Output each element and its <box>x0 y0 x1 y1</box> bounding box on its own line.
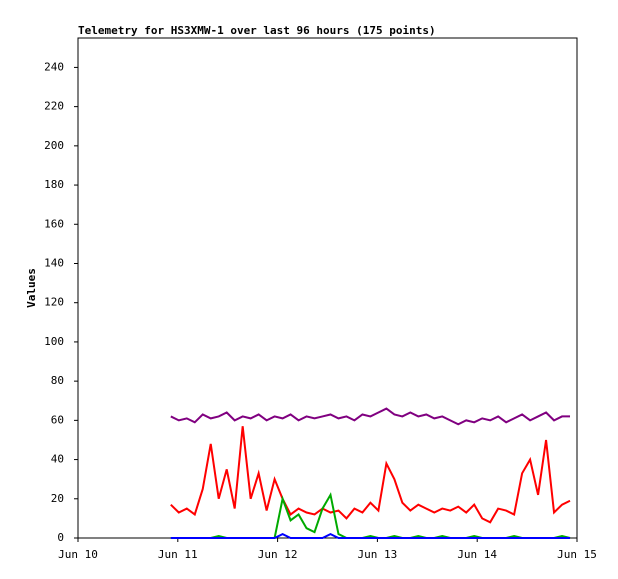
y-tick-label: 140 <box>44 256 64 269</box>
y-tick-label: 20 <box>51 492 64 505</box>
y-tick-label: 180 <box>44 178 64 191</box>
y-tick-label: 160 <box>44 217 64 230</box>
series-line <box>170 532 571 539</box>
x-tick-label: Jun 13 <box>358 548 398 561</box>
y-tick-label: 60 <box>51 413 64 426</box>
y-tick-label: 40 <box>51 453 64 466</box>
y-tick-label: 0 <box>57 531 64 544</box>
y-tick-label: 120 <box>44 296 64 309</box>
y-axis-label: Values <box>25 268 38 308</box>
x-tick-label: Jun 10 <box>58 548 98 561</box>
x-tick-label: Jun 15 <box>557 548 597 561</box>
y-tick-label: 80 <box>51 374 64 387</box>
plot-frame <box>77 37 578 539</box>
y-tick-label: 220 <box>44 100 64 113</box>
series-line <box>170 426 571 524</box>
series-line <box>170 407 571 426</box>
x-tick-label: Jun 12 <box>258 548 298 561</box>
y-tick-label: 240 <box>44 60 64 73</box>
chart-title: Telemetry for HS3XMW-1 over last 96 hour… <box>78 24 436 37</box>
x-tick-label: Jun 14 <box>457 548 497 561</box>
y-tick-label: 200 <box>44 139 64 152</box>
y-tick-label: 100 <box>44 335 64 348</box>
x-tick-label: Jun 11 <box>158 548 198 561</box>
